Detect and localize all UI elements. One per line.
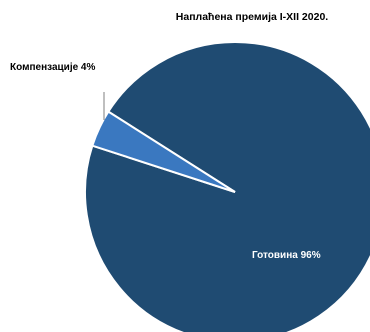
- chart-title: Наплаћена премија I-XII 2020.: [176, 11, 329, 23]
- pie-slices: [84, 41, 370, 332]
- pie-slice-compensation: [91, 110, 236, 193]
- slice-label-cash: Готовина 96%: [252, 250, 321, 261]
- slice-label-compensation: Компензације 4%: [10, 62, 95, 73]
